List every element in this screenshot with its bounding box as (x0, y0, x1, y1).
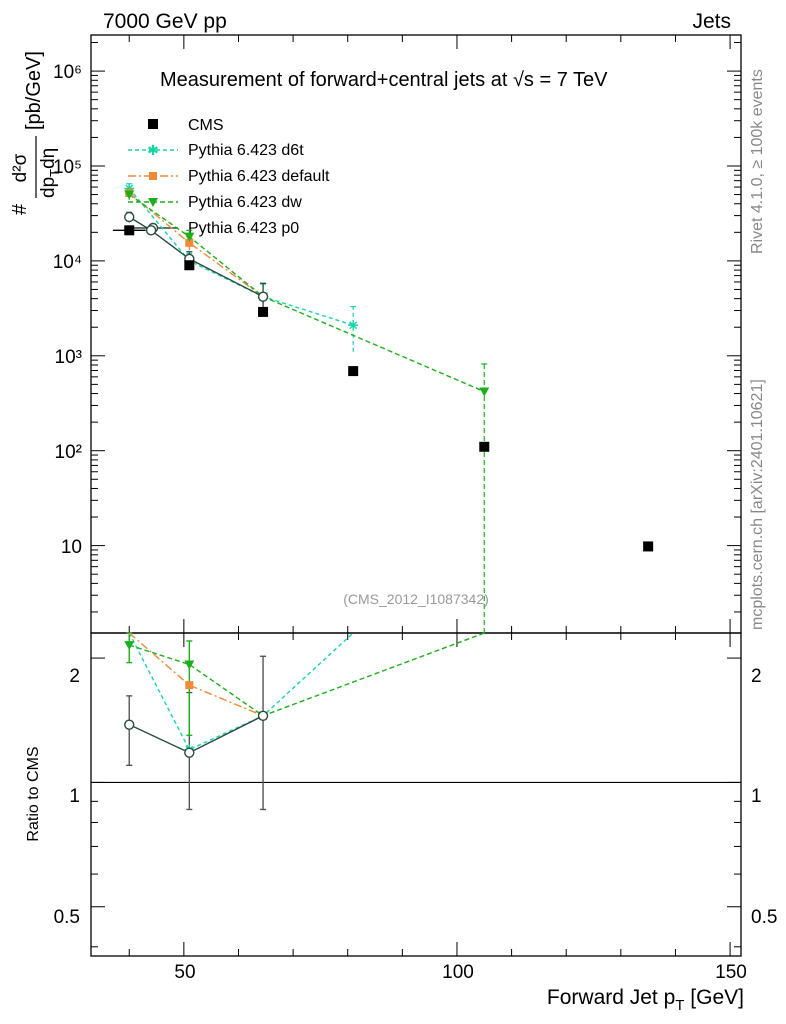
series-line-3 (128, 216, 264, 298)
x-tick-label: 150 (715, 962, 747, 983)
legend-label-cms: CMS (188, 117, 224, 134)
legend-entry-cms: CMS (148, 117, 224, 134)
series-point-3 (257, 291, 269, 302)
legend-label-p0: Pythia 6.423 p0 (188, 220, 299, 237)
y-label-numerator: d²σ (10, 153, 31, 182)
y-label-unit: [pb/GeV] (23, 51, 45, 130)
x-label-sub: T (675, 997, 684, 1014)
x-tick-label: 50 (174, 962, 195, 983)
y-tick-label: 10⁵ (53, 157, 82, 178)
header-energy: 7000 GeV pp (103, 10, 227, 33)
ratio-tick-label-right: 0.5 (751, 907, 777, 928)
ratio-plot-data (124, 632, 485, 811)
series-point-2 (479, 387, 490, 397)
x-tick-labels: 50 100 150 (174, 962, 746, 983)
main-plot-data (112, 183, 654, 633)
ratio-point-3 (257, 710, 269, 721)
y-tick-label: 10⁶ (53, 62, 82, 83)
ratio-point-3 (184, 747, 195, 758)
chart-title: Measurement of forward+central jets at √… (160, 69, 608, 91)
side-label-site: mcplots.cern.ch [arXiv:2401.10621] (749, 379, 766, 630)
legend-marker-default (149, 172, 157, 180)
series-line-0 (128, 187, 354, 326)
ratio-y-label: Ratio to CMS (25, 746, 42, 841)
legend-marker-d6t: ✱ (147, 142, 159, 158)
side-label-rivet: Rivet 4.1.0, ≥ 100k events (749, 69, 766, 254)
x-label-unit: [GeV] (684, 986, 744, 1009)
y-tick-label: 10³ (55, 347, 82, 368)
legend-marker-dw (148, 198, 158, 207)
ratio-point-3 (124, 719, 135, 730)
series-point-1 (185, 238, 194, 247)
y-label-den-sub: T (47, 169, 62, 177)
series-point-0 (348, 320, 359, 331)
y-axis-label: # d²σ dpTdη [pb/GeV] (9, 51, 62, 215)
cms-data-point (258, 306, 269, 317)
analysis-id: (CMS_2012_I1087342) (343, 591, 489, 607)
ratio-tick-label-right: 1 (751, 786, 762, 807)
legend-label-default: Pythia 6.423 default (188, 168, 330, 185)
series-point-2 (124, 190, 135, 200)
series-point-3 (145, 225, 157, 236)
y-tick-label: 10² (55, 442, 82, 463)
y-tick-labels: 10 10² 10³ 10⁴ 10⁵ 10⁶ (53, 62, 82, 558)
ratio-tick-label-right: 2 (751, 666, 762, 687)
ratio-line-2 (129, 632, 485, 717)
series-point-3 (124, 211, 135, 223)
ratio-line-0 (128, 632, 354, 751)
cms-data-point (184, 260, 195, 271)
ratio-line-3 (128, 715, 264, 754)
ratio-plot-frame (90, 632, 742, 957)
ratio-tick-label: 0.5 (54, 907, 80, 928)
cms-data-point (479, 441, 490, 452)
x-axis-label: Forward Jet pT [GeV] (547, 986, 744, 1014)
cms-data-point (124, 225, 135, 236)
ratio-point-2 (124, 641, 135, 651)
ratio-tick-label: 2 (69, 666, 80, 687)
legend: CMS ✱ Pythia 6.423 d6t Pythia 6.423 defa… (128, 117, 330, 237)
legend-entry-d6t: ✱ Pythia 6.423 d6t (128, 142, 304, 159)
legend-entry-dw: Pythia 6.423 dw (128, 194, 302, 211)
ratio-tick-labels-left: 0.5 1 2 (54, 666, 80, 928)
y-label-denominator: dpTdη (38, 148, 62, 198)
ratio-line-1 (128, 632, 264, 717)
ratio-tick-label: 1 (69, 786, 80, 807)
cms-data-point (348, 366, 359, 377)
cms-data-point (643, 541, 654, 552)
x-tick-label: 100 (442, 962, 474, 983)
y-tick-label: 10⁴ (53, 252, 82, 273)
legend-entry-default: Pythia 6.423 default (128, 168, 330, 185)
y-tick-label: 10 (61, 537, 82, 558)
legend-label-d6t: Pythia 6.423 d6t (188, 142, 304, 159)
ratio-point-2 (184, 660, 195, 670)
x-label-main: Forward Jet p (547, 986, 675, 1009)
chart-title-prefix: Measurement of forward+central jets at (160, 69, 513, 91)
series-line-2 (128, 193, 485, 393)
y-label-den-tail: dη (38, 148, 59, 169)
legend-label-dw: Pythia 6.423 dw (188, 194, 302, 211)
chart-title-suffix: = 7 TeV (534, 69, 608, 91)
legend-marker-cms (148, 119, 158, 129)
y-label-hash: # (9, 203, 31, 215)
series-point-0-stroke (349, 321, 358, 330)
header-observable: Jets (692, 10, 731, 33)
axis-ticks (91, 35, 741, 956)
ratio-tick-labels-right: 0.5 1 2 (751, 666, 777, 928)
ratio-point-1 (185, 681, 194, 690)
series-point-2 (184, 232, 195, 242)
chart-title-sqrt: √s (513, 69, 534, 91)
y-label-den-dp: dp (38, 177, 59, 198)
